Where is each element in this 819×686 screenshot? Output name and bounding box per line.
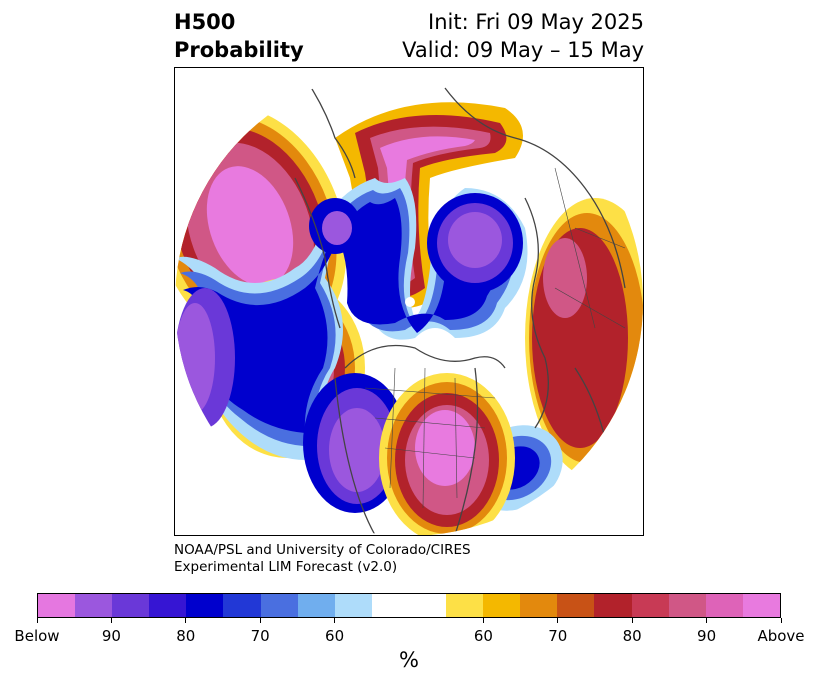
credit-line-2: Experimental LIM Forecast (v2.0): [174, 559, 398, 575]
colorbar: [37, 593, 781, 618]
colorbar-tick-mark: [557, 618, 559, 623]
colorbar-swatch: [631, 594, 669, 617]
map-panel: [174, 67, 644, 536]
colorbar-tick-label: Above: [757, 627, 805, 645]
cold-low-alaska: [309, 198, 361, 254]
colorbar-swatch: [483, 594, 521, 617]
colorbar-swatch: [408, 594, 447, 617]
colorbar-tick-mark: [259, 618, 261, 623]
colorbar-tick-label: 90: [101, 627, 121, 645]
colorbar-tick-mark: [110, 618, 112, 623]
valid-period: Valid: 09 May – 15 May: [402, 38, 644, 62]
colorbar-swatch: [557, 594, 595, 617]
colorbar-tick-mark: [706, 618, 708, 623]
init-date: Init: Fri 09 May 2025: [428, 10, 644, 34]
colorbar-swatch: [297, 594, 335, 617]
colorbar-swatch: [334, 594, 372, 617]
colorbar-unit: %: [399, 648, 419, 672]
colorbar-swatch: [112, 594, 150, 617]
colorbar-swatch: [260, 594, 298, 617]
colorbar-swatch: [186, 594, 224, 617]
colorbar-swatch: [668, 594, 706, 617]
warm-anomaly-north-america: [379, 373, 515, 535]
colorbar-tick-mark: [482, 618, 484, 623]
colorbar-swatch: [742, 594, 780, 617]
credit-block: NOAA/PSL and University of Colorado/CIRE…: [174, 542, 471, 576]
colorbar-swatch: [75, 594, 113, 617]
colorbar-swatch: [446, 594, 484, 617]
date-block: Init: Fri 09 May 2025 Valid: 09 May – 15…: [402, 8, 644, 64]
colorbar-tick-mark: [334, 618, 336, 623]
colorbar-tick-label: 60: [473, 627, 493, 645]
colorbar-tick-label: 70: [548, 627, 568, 645]
polar-probability-map: [175, 68, 643, 535]
colorbar-tick-mark: [185, 618, 187, 623]
colorbar-swatch: [705, 594, 743, 617]
cold-low-aleutian: [175, 288, 235, 428]
colorbar-tick-label: 60: [325, 627, 345, 645]
colorbar-swatch: [520, 594, 558, 617]
colorbar-swatch: [38, 594, 76, 617]
title-type: Probability: [174, 38, 304, 62]
colorbar-tick-label: 90: [697, 627, 717, 645]
colorbar-tick-mark: [36, 618, 38, 623]
colorbar-tick-label: 70: [250, 627, 270, 645]
cold-low-scandinavia: [427, 193, 523, 293]
credit-line-1: NOAA/PSL and University of Colorado/CIRE…: [174, 542, 471, 558]
colorbar-tick-label: Below: [14, 627, 60, 645]
title-variable: H500: [174, 10, 236, 34]
political-borders: [364, 167, 626, 509]
north-pole-marker: [405, 297, 415, 307]
title-block: H500 Probability: [174, 8, 304, 64]
colorbar-swatch: [594, 594, 632, 617]
colorbar-tick-label: 80: [176, 627, 196, 645]
colorbar-tick-label: 80: [622, 627, 642, 645]
colorbar-swatch: [149, 594, 187, 617]
colorbar-swatch: [371, 594, 409, 617]
colorbar-tick-mark: [631, 618, 633, 623]
colorbar-tick-mark: [780, 618, 782, 623]
colorbar-swatch: [223, 594, 261, 617]
